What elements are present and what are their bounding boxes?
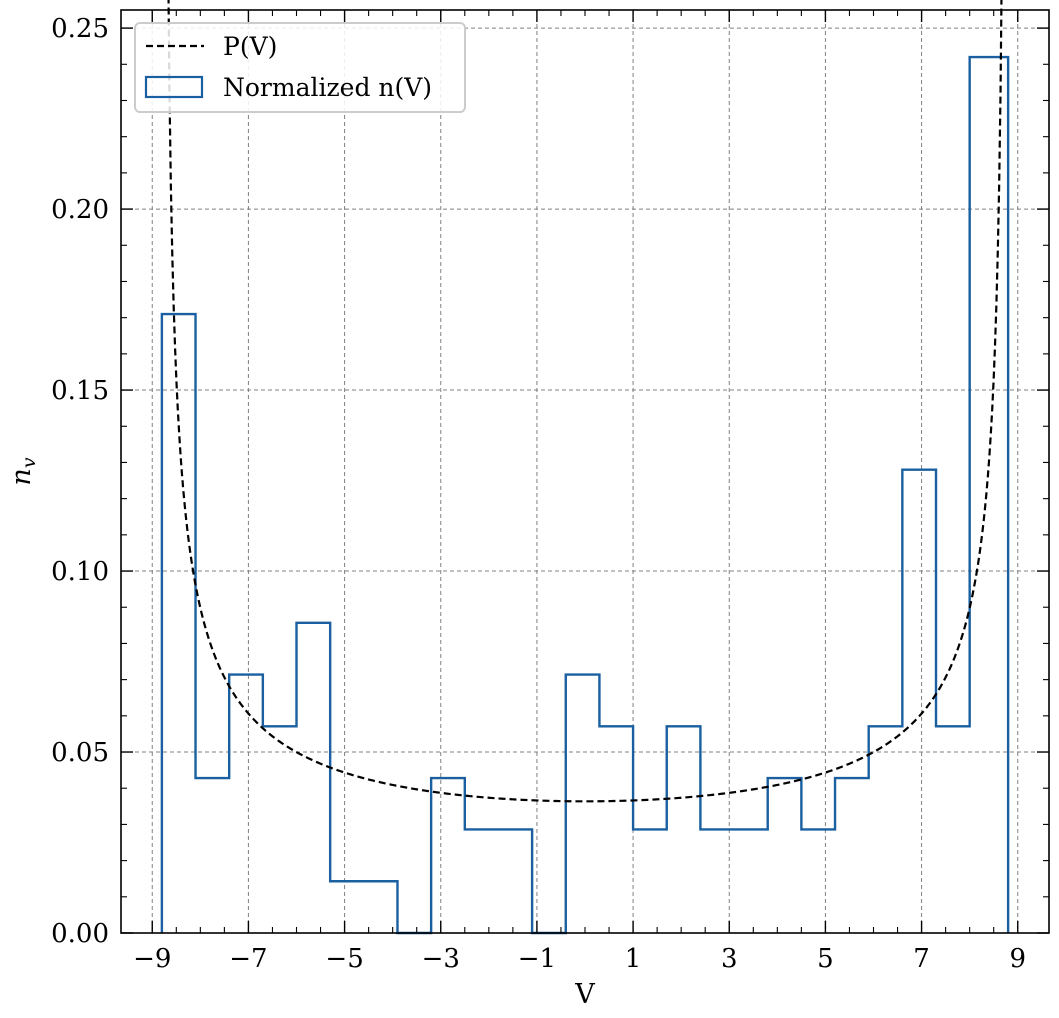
y-axis-label-subscript: v [18, 457, 40, 468]
x-tick-label: 7 [913, 944, 930, 974]
y-tick-label: 0.10 [51, 557, 109, 587]
y-tick-label: 0.00 [51, 919, 109, 949]
y-tick-label: 0.25 [51, 14, 109, 44]
x-tick-label: −7 [229, 944, 267, 974]
x-tick-label: 3 [721, 944, 738, 974]
y-axis-label: nv [6, 457, 40, 485]
x-tick-label: 9 [1009, 944, 1026, 974]
x-tick-label: −9 [133, 944, 171, 974]
y-axis-label-main: n [6, 468, 37, 485]
x-tick-label: −5 [325, 944, 363, 974]
plot-frame [120, 9, 1050, 934]
legend: P(V) Normalized n(V) [134, 22, 466, 113]
y-tick-label: 0.20 [51, 195, 109, 225]
legend-histogram-patch [144, 75, 204, 99]
histogram-outline [160, 55, 1010, 935]
pv-curve [167, 0, 1003, 803]
grid-layer [121, 10, 1049, 933]
labels-layer: V nv [6, 457, 595, 1010]
series-layer [160, 0, 1010, 935]
x-tick-label: −1 [518, 944, 556, 974]
x-tick-label: 1 [625, 944, 642, 974]
x-axis-label: V [574, 979, 595, 1010]
x-tick-label: 5 [817, 944, 834, 974]
legend-box [134, 22, 466, 113]
legend-label-normalized-n: Normalized n(V) [223, 73, 432, 102]
y-tick-label: 0.15 [51, 376, 109, 406]
legend-label-pv: P(V) [223, 32, 277, 61]
x-tick-label: −3 [422, 944, 460, 974]
ticks-layer: −9 −7 −5 −3 −1 1 3 5 7 9 0.00 0.05 0.10 0.15 0.20 0.25 [51, 10, 1049, 974]
y-tick-label: 0.05 [51, 738, 109, 768]
